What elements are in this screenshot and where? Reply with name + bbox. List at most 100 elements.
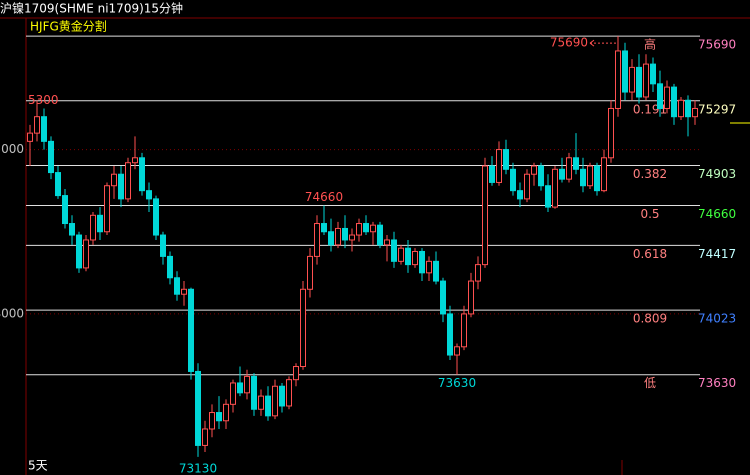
candle-body: [237, 382, 243, 394]
candle-body: [552, 168, 558, 208]
level-ratio: 低: [644, 376, 656, 390]
candle-body: [195, 370, 201, 446]
level-ratio: 0.5: [640, 207, 659, 221]
candle-body: [643, 63, 649, 98]
candle-body: [90, 214, 96, 241]
candle-body: [510, 168, 516, 192]
candle-body: [608, 107, 614, 159]
level-price: 75690: [698, 38, 736, 52]
candle-body: [258, 395, 264, 410]
candle-body: [671, 86, 677, 118]
candle-body: [230, 382, 236, 405]
y-tick-label: 5000: [0, 142, 24, 156]
level-ratio: 0.618: [633, 247, 667, 261]
annotation: 74660: [305, 190, 343, 204]
candle-body: [188, 288, 194, 372]
candle-body: [573, 157, 579, 170]
candle-body: [685, 99, 691, 118]
candle-body: [377, 224, 383, 246]
candle-body: [475, 264, 481, 282]
candle-body: [363, 223, 369, 233]
candle-body: [538, 165, 544, 187]
candle-body: [384, 239, 390, 246]
candle-body: [356, 223, 362, 236]
candle-body: [34, 116, 40, 134]
candle-body: [181, 288, 187, 295]
annotation: 75690: [550, 36, 588, 50]
candle-body: [433, 260, 439, 282]
candle-body: [118, 173, 124, 200]
candle-body: [468, 280, 474, 315]
candle-body: [132, 157, 138, 164]
candle-body: [692, 107, 698, 118]
candle-body: [342, 227, 348, 241]
candle-body: [398, 247, 404, 262]
annotation: 5300: [28, 93, 59, 107]
candle-body: [76, 234, 82, 269]
indicator-name: HJFG黄金分割: [30, 19, 107, 34]
candle-body: [601, 157, 607, 192]
annotation: 73130: [179, 461, 217, 475]
candle-body: [657, 83, 663, 109]
candle-body: [251, 375, 257, 410]
level-ratio: 高: [644, 37, 656, 52]
candle-body: [447, 313, 453, 356]
candle-body: [489, 165, 495, 183]
candle-body: [272, 385, 278, 417]
candle-body: [202, 428, 208, 446]
y-tick-label: 4000: [0, 306, 24, 320]
candle-body: [566, 157, 572, 180]
level-price: 74903: [698, 167, 736, 181]
candle-body: [524, 173, 530, 200]
candle-body: [636, 66, 642, 98]
candle-body: [321, 223, 327, 233]
candle-body: [412, 250, 418, 266]
candle-body: [328, 231, 334, 246]
candle-body: [41, 116, 47, 142]
candle-body: [244, 375, 250, 394]
candle-body: [517, 190, 523, 200]
candle-body: [139, 157, 145, 192]
candle-body: [167, 255, 173, 279]
candle-body: [125, 162, 131, 200]
candle-body: [482, 165, 488, 266]
candle-body: [293, 366, 299, 381]
level-price: 73630: [698, 376, 736, 390]
candle-body: [69, 223, 75, 236]
candle-body: [83, 239, 89, 269]
candle-body: [209, 412, 215, 430]
candle-body: [426, 260, 432, 274]
level-ratio: 0.382: [633, 167, 667, 181]
candle-body: [153, 198, 159, 236]
candle-body: [349, 234, 355, 241]
candle-body: [48, 140, 54, 174]
level-price: 74023: [698, 312, 736, 326]
candle-body: [678, 99, 684, 118]
candle-body: [335, 227, 341, 246]
candle-body: [111, 173, 117, 187]
candle-body: [370, 224, 376, 233]
annotation: 73630: [438, 376, 476, 390]
candle-body: [580, 168, 586, 187]
candle-body: [615, 50, 621, 109]
candle-body: [650, 63, 656, 85]
arrow-head: [589, 39, 595, 47]
candle-body: [391, 239, 397, 262]
candle-body: [405, 247, 411, 266]
candle-body: [216, 412, 222, 422]
candle-body: [545, 185, 551, 208]
candle-body: [146, 190, 152, 200]
level-price: 75297: [698, 102, 736, 116]
level-price: 74660: [698, 207, 736, 221]
candle-body: [174, 277, 180, 295]
candle-body: [286, 379, 292, 407]
level-ratio: 0.809: [633, 312, 667, 326]
candle-body: [622, 50, 628, 93]
level-price: 74417: [698, 247, 736, 261]
candle-body: [440, 280, 446, 315]
candle-body: [587, 165, 593, 187]
candle-body: [503, 149, 509, 170]
candle-body: [314, 223, 320, 257]
candle-body: [461, 313, 467, 348]
